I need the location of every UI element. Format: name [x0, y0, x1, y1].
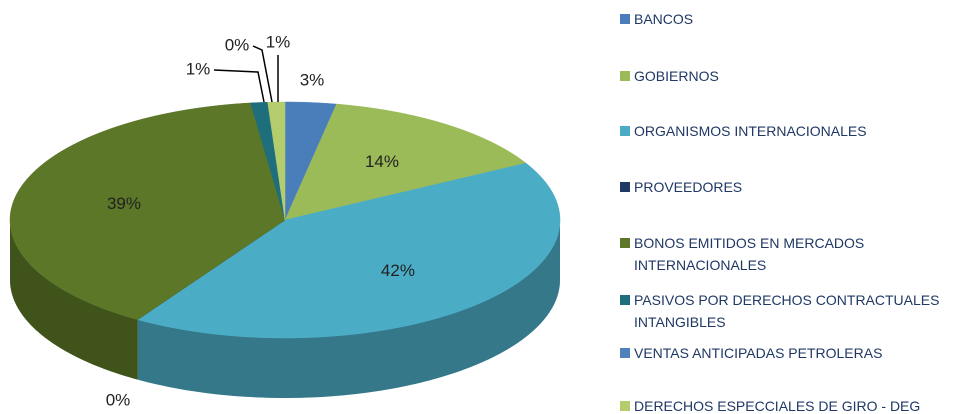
legend-swatch [620, 238, 630, 248]
legend-label: VENTAS ANTICIPADAS PETROLERAS [634, 345, 883, 361]
legend-swatch [620, 182, 630, 192]
data-label: 1% [186, 59, 211, 78]
legend-swatch [620, 348, 630, 358]
slice [9, 102, 286, 320]
legend-swatch [620, 14, 630, 24]
legend-item: PROVEEDORES [620, 176, 960, 198]
slice-side-shade [137, 220, 560, 398]
leader-line [252, 45, 273, 103]
legend-item: DERECHOS ESPECCIALES DE GIRO - DEG [620, 395, 960, 414]
legend-swatch [620, 126, 630, 136]
legend-label: PASIVOS POR DERECHOS CONTRACTUALES INTAN… [634, 292, 940, 330]
legend-swatch [620, 401, 630, 411]
legend-label: BONOS EMITIDOS EN MERCADOS INTERNACIONAL… [634, 235, 865, 273]
legend-item: BONOS EMITIDOS EN MERCADOS INTERNACIONAL… [620, 232, 960, 276]
slice-side [137, 220, 560, 398]
slice-side-shade [10, 220, 138, 380]
legend-item: ORGANISMOS INTERNACIONALES [620, 120, 960, 142]
legend-item: PASIVOS POR DERECHOS CONTRACTUALES INTAN… [620, 289, 960, 333]
legend-label: DERECHOS ESPECCIALES DE GIRO - DEG [634, 398, 921, 414]
leader-line [213, 69, 265, 103]
legend-label: ORGANISMOS INTERNACIONALES [634, 123, 867, 139]
data-label: 14% [365, 152, 399, 171]
data-label: 39% [107, 194, 141, 213]
pie-chart: 3% 14% 42% 0% 39% 1% 0% 1% [9, 32, 561, 409]
legend-item: VENTAS ANTICIPADAS PETROLERAS [620, 342, 960, 364]
slice-side [10, 220, 138, 380]
legend-label: GOBIERNOS [634, 68, 719, 84]
legend-swatch [620, 295, 630, 305]
legend-label: PROVEEDORES [634, 179, 743, 195]
data-label: 42% [381, 261, 415, 280]
slice [284, 103, 527, 221]
data-label: 0% [225, 35, 250, 54]
legend-label: BANCOS [634, 11, 694, 27]
data-label: 0% [106, 390, 131, 409]
legend-item: GOBIERNOS [620, 65, 960, 87]
data-label: 1% [266, 32, 291, 51]
legend-item: BANCOS [620, 8, 960, 30]
slice [267, 101, 286, 221]
data-label: 3% [300, 70, 325, 89]
legend-swatch [620, 71, 630, 81]
slice [137, 162, 561, 339]
